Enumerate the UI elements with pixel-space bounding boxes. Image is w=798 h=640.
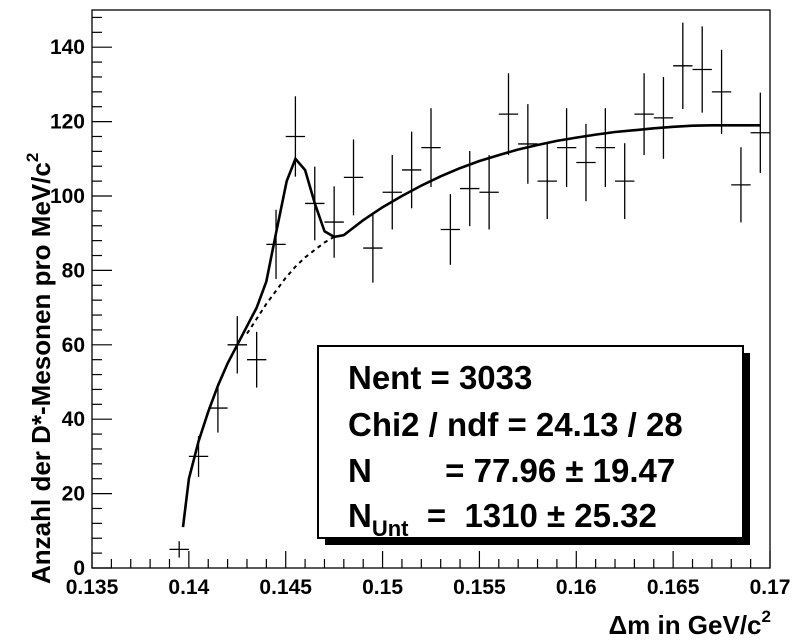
x-tick-label: 0.17 [750, 576, 791, 599]
y-tick-label: 140 [50, 36, 85, 59]
x-tick-label: 0.16 [556, 576, 597, 599]
stats-nunt-main: N [348, 497, 372, 534]
y-axis-title: Anzahl der D*-Mesonen pro MeV/c2 [23, 153, 56, 584]
y-axis-title-text: Anzahl der D*-Mesonen pro MeV/c [26, 162, 56, 584]
stats-nunt-sub: Unt [372, 516, 409, 541]
stats-nunt-value: = 1310 ± 25.32 [409, 497, 657, 534]
x-tick-label: 0.14 [168, 576, 209, 599]
y-tick-label: 60 [62, 334, 85, 357]
y-tick-label: 120 [50, 111, 85, 134]
y-axis-title-sup: 2 [23, 153, 42, 162]
stats-n: N = 77.96 ± 19.47 [348, 452, 675, 489]
x-tick-label: 0.155 [453, 576, 506, 599]
y-tick-label: 40 [62, 408, 85, 431]
x-tick-label: 0.165 [647, 576, 700, 599]
stats-nent: Nent = 3033 [348, 359, 532, 396]
y-tick-label: 80 [62, 259, 85, 282]
x-axis-title-sup: 2 [762, 607, 771, 626]
x-axis-title: Δm in GeV/c2 [608, 607, 771, 640]
y-tick-label: 0 [73, 557, 85, 580]
x-tick-label: 0.145 [259, 576, 312, 599]
stats-box: Nent = 3033 Chi2 / ndf = 24.13 / 28 N = … [318, 346, 750, 545]
x-tick-label: 0.15 [362, 576, 403, 599]
y-tick-label: 20 [62, 483, 85, 506]
x-axis-title-text: Δm in GeV/c [608, 610, 761, 640]
stats-chi2: Chi2 / ndf = 24.13 / 28 [348, 406, 683, 443]
